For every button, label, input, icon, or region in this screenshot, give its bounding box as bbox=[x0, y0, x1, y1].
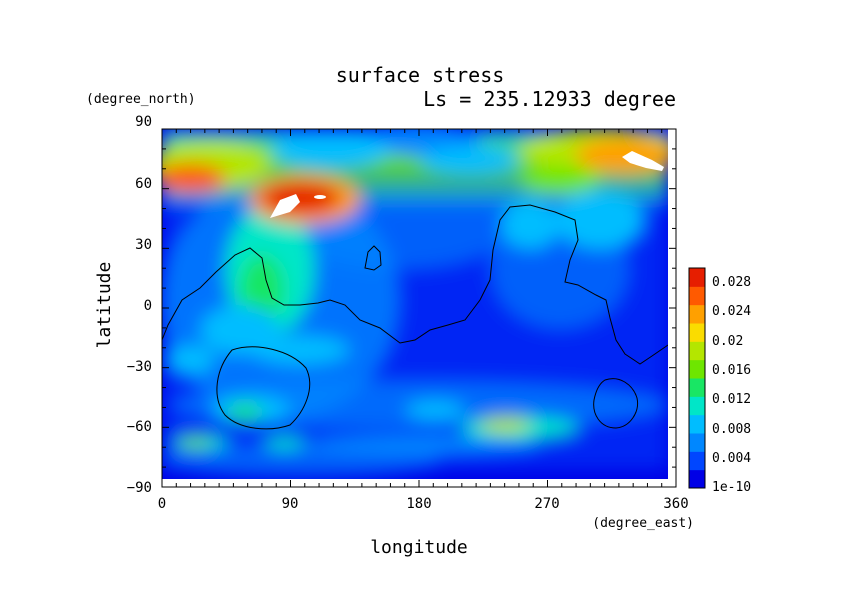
x-axis-unit: (degree_east) bbox=[592, 516, 694, 531]
y-tick-label: 60 bbox=[135, 176, 152, 192]
colorbar-swatch bbox=[689, 323, 705, 342]
y-tick-label: −60 bbox=[127, 419, 152, 435]
heatmap-field bbox=[162, 129, 668, 479]
colorbar-label: 0.02 bbox=[712, 334, 743, 349]
chart-title: surface stress bbox=[336, 63, 505, 87]
colorbar-label: 0.012 bbox=[712, 392, 751, 407]
y-tick-label: 90 bbox=[135, 114, 152, 130]
x-tick-label: 360 bbox=[663, 496, 688, 512]
colorbar bbox=[689, 268, 705, 489]
colorbar-swatch bbox=[689, 433, 705, 452]
colorbar-label: 0.016 bbox=[712, 363, 751, 378]
chart-subtitle: Ls = 235.12933 degree bbox=[423, 87, 676, 111]
colorbar-swatch bbox=[689, 359, 705, 379]
x-tick-label: 180 bbox=[406, 496, 431, 512]
colorbar-swatch bbox=[689, 378, 705, 397]
colorbar-label: 0.024 bbox=[712, 304, 751, 319]
colorbar-swatch bbox=[689, 304, 705, 324]
colorbar-label: 0.008 bbox=[712, 422, 751, 437]
x-axis-title: longitude bbox=[370, 537, 468, 558]
y-tick-label: 30 bbox=[135, 237, 152, 253]
colorbar-swatch bbox=[689, 341, 705, 361]
colorbar-label: 0.004 bbox=[712, 451, 751, 466]
x-tick-label: 270 bbox=[534, 496, 559, 512]
colorbar-swatch bbox=[689, 451, 705, 471]
x-tick-label: 90 bbox=[282, 496, 299, 512]
colorbar-frame bbox=[688, 267, 706, 489]
colorbar-swatch bbox=[689, 414, 705, 434]
y-unit-label: (degree_north) bbox=[86, 92, 196, 107]
axis-ticks bbox=[161, 128, 677, 488]
x-tick-label: 0 bbox=[158, 496, 166, 512]
y-tick-label: 0 bbox=[144, 298, 152, 314]
y-tick-label: −90 bbox=[127, 480, 152, 496]
colorbar-label: 1e-10 bbox=[712, 480, 751, 495]
topography-contours bbox=[162, 204, 668, 430]
y-axis-title: latitude bbox=[94, 262, 115, 349]
colorbar-label: 0.028 bbox=[712, 275, 751, 290]
saturated-region bbox=[622, 151, 664, 171]
colorbar-swatch bbox=[689, 396, 705, 416]
saturated-region bbox=[314, 195, 326, 199]
y-tick-label: −30 bbox=[127, 359, 152, 375]
colorbar-swatch bbox=[689, 268, 705, 287]
colorbar-swatch bbox=[689, 469, 705, 489]
colorbar-swatch bbox=[689, 286, 705, 306]
saturated-region bbox=[270, 194, 300, 218]
